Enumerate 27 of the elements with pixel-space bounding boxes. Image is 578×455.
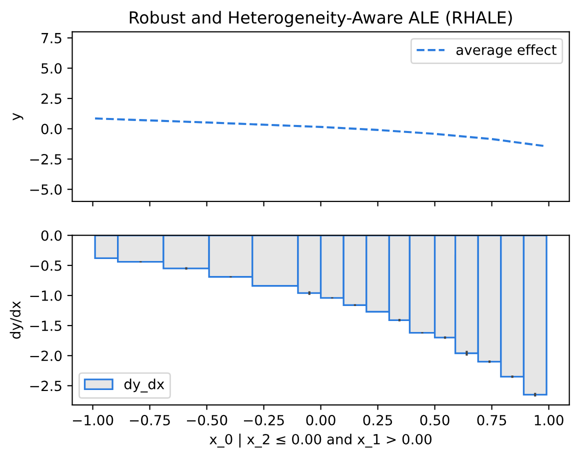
y-tick-label: 0.0 <box>41 124 62 134</box>
x-axis-title: x_0 | x_2 ≤ 0.00 and x_1 > 0.00 <box>210 434 432 448</box>
y-tick-label: 2.5 <box>41 93 62 104</box>
y-axis-title: y <box>12 112 24 120</box>
y-tick-label: 0.0 <box>41 230 62 241</box>
y-tick-label: −5.0 <box>30 184 62 195</box>
chart-title: Robust and Heterogeneity-Aware ALE (RHALE) <box>130 10 512 27</box>
x-tick-label: −1.00 <box>72 414 114 426</box>
y-tick-label: −2.5 <box>30 154 62 165</box>
y-tick-label: −1.5 <box>30 320 62 332</box>
legend-label: average effect <box>456 44 556 58</box>
y-tick-label: −1.0 <box>30 290 62 301</box>
x-tick-label: 0.50 <box>420 414 450 426</box>
legend-label: dy_dx <box>124 378 164 392</box>
x-tick-label: −0.50 <box>186 414 228 426</box>
x-tick-label: 0.75 <box>477 414 506 426</box>
y-tick-label: −2.0 <box>30 350 62 362</box>
y-tick-label: 7.5 <box>42 33 62 44</box>
y-axis-title: dy/dx <box>10 301 24 339</box>
x-tick-label: 0.00 <box>306 414 336 426</box>
x-tick-label: 1.00 <box>534 414 564 426</box>
x-tick-label: 0.25 <box>363 414 392 426</box>
x-tick-label: −0.25 <box>244 414 284 426</box>
y-tick-label: −2.5 <box>30 380 62 392</box>
y-tick-label: 5.0 <box>42 63 62 74</box>
y-tick-label: −0.5 <box>30 260 62 271</box>
x-tick-label: −0.75 <box>130 414 170 426</box>
